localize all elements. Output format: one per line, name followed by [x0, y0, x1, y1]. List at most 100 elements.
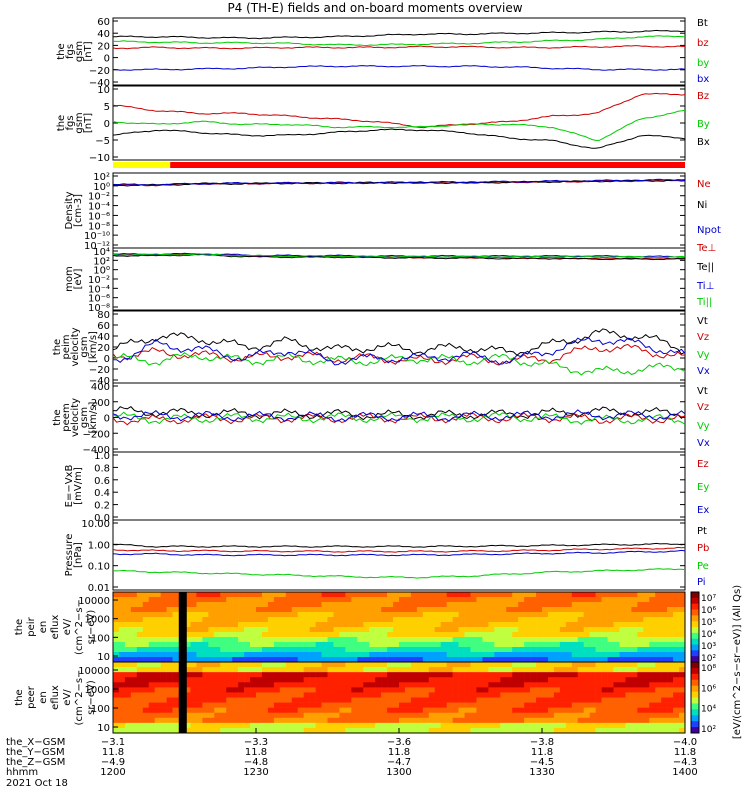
spectro-cell-peir: [273, 632, 281, 638]
spectro-cell-peer: [631, 662, 638, 668]
spectro-cell-peir: [381, 642, 388, 648]
series-pressure-Pi: [112, 549, 686, 557]
spectro-cell-peer: [470, 697, 477, 703]
spectro-cell-peer: [393, 677, 400, 683]
spectro-cell-peer: [530, 672, 537, 678]
spectro-cell-peir: [512, 617, 519, 623]
spectro-cell-peir: [595, 622, 602, 628]
spectro-cell-peir: [202, 622, 209, 628]
spectro-cell-peir: [470, 627, 477, 633]
spectro-cell-peer: [536, 667, 543, 673]
spectro-cell-peer: [321, 677, 328, 683]
spectro-cell-peer: [399, 717, 406, 724]
xrow-value-1-2: 11.8: [388, 747, 410, 758]
spectro-cell-peir: [553, 627, 561, 633]
spectro-cell-peir: [357, 657, 364, 663]
spectro-cell-peir: [565, 657, 573, 663]
spectro-cell-peer: [214, 662, 221, 668]
spectro-cell-peir: [369, 632, 376, 638]
spectro-cell-peer: [631, 677, 638, 683]
spectro-cell-peir: [279, 652, 287, 658]
spectro-cell-peer: [226, 682, 233, 688]
spectro-cell-peer: [261, 687, 269, 693]
spectro-cell-peir: [679, 652, 686, 658]
spectro-cell-peir: [571, 642, 579, 648]
spectro-cell-peer: [649, 682, 656, 688]
spectro-cell-peer: [416, 727, 424, 734]
spectro-cell-peer: [595, 722, 602, 729]
spectro-cell-peer: [679, 697, 686, 703]
spectro-cell-peer: [619, 667, 626, 673]
spectro-cell-peer: [530, 717, 537, 724]
spectro-cell-peer: [363, 662, 370, 668]
spectro-cell-peer: [661, 712, 668, 719]
spectro-cell-peir: [256, 647, 263, 653]
spectro-cell-peir: [518, 632, 525, 638]
spectro-cell-peer: [244, 672, 251, 678]
spectro-cell-peir: [256, 642, 263, 648]
spectro-cell-peir: [416, 622, 424, 628]
spectro-cell-peer: [267, 707, 275, 714]
spectro-cell-peer: [482, 672, 489, 678]
spectro-cell-peir: [470, 617, 477, 623]
spectro-cell-peer: [410, 677, 418, 683]
spectro-cell-peer: [226, 727, 233, 734]
spectro-cell-peir: [285, 647, 293, 653]
spectro-cell-peer: [148, 672, 156, 678]
spectro-cell-peer: [113, 662, 120, 668]
spectro-cell-peer: [113, 712, 120, 719]
spectro-cell-peir: [464, 612, 471, 618]
spectro-cell-peir: [649, 632, 656, 638]
spectro-cell-peir: [351, 627, 358, 633]
spectro-cell-peir: [494, 637, 501, 643]
spectro-cell-peir: [607, 617, 614, 623]
spectro-cell-peir: [553, 617, 561, 623]
spectro-cell-peer: [565, 667, 573, 673]
spectro-cell-peer: [553, 722, 561, 729]
spectro-cell-peir: [113, 622, 120, 628]
spectro-cell-peir: [261, 632, 269, 638]
spectro-cell-peer: [393, 717, 400, 724]
spectro-cell-peer: [434, 687, 442, 693]
spectro-cell-peer: [363, 722, 370, 729]
spectro-cell-peir: [130, 622, 138, 628]
spectro-cell-peer: [309, 672, 316, 678]
spectro-cell-peer: [613, 682, 620, 688]
spectro-ylabel-peer-4: eV/: [62, 689, 73, 706]
spectro-cell-peir: [410, 632, 418, 638]
spectro-cell-peer: [625, 717, 632, 724]
ylabel-fgs-total-2: gsm: [74, 41, 85, 62]
spectro-cell-peir: [333, 642, 340, 648]
spectro-cell-peir: [387, 592, 394, 598]
spectro-cell-peer: [172, 687, 179, 693]
spectro-cell-peer: [136, 702, 144, 708]
spectro-cell-peer: [619, 727, 626, 734]
colorbar-swatch-1: [691, 703, 699, 710]
spectro-cell-peer: [226, 687, 233, 693]
spectro-cell-peer: [232, 722, 239, 729]
spectro-cell-peer: [363, 697, 370, 703]
spectro-cell-peer: [339, 707, 346, 714]
spectro-cell-peer: [595, 692, 602, 698]
spectro-cell-peer: [404, 672, 412, 678]
spectro-cell-peer: [166, 687, 173, 693]
spectro-cell-peir: [279, 617, 287, 623]
spectro-cell-peir: [214, 607, 221, 613]
spectro-cell-peer: [208, 692, 215, 698]
spectro-cell-peir: [327, 652, 334, 658]
spectro-cell-peir: [655, 622, 662, 628]
spectro-cell-peer: [363, 702, 370, 708]
spectro-cell-peer: [273, 667, 281, 673]
spectro-cell-peir: [113, 627, 120, 633]
spectro-cell-peer: [303, 672, 310, 678]
spectro-cell-peer: [667, 692, 674, 698]
spectro-cell-peer: [607, 697, 614, 703]
spectro-cell-peir: [369, 637, 376, 643]
colorbar-swatch-0: [691, 644, 699, 651]
spectro-cell-peer: [327, 717, 334, 724]
spectro-cell-peir: [351, 597, 358, 603]
spectro-cell-peir: [208, 627, 215, 633]
spectro-cell-peir: [273, 607, 281, 613]
spectro-cell-peer: [113, 682, 120, 688]
colorbar-swatch-0: [691, 621, 699, 628]
